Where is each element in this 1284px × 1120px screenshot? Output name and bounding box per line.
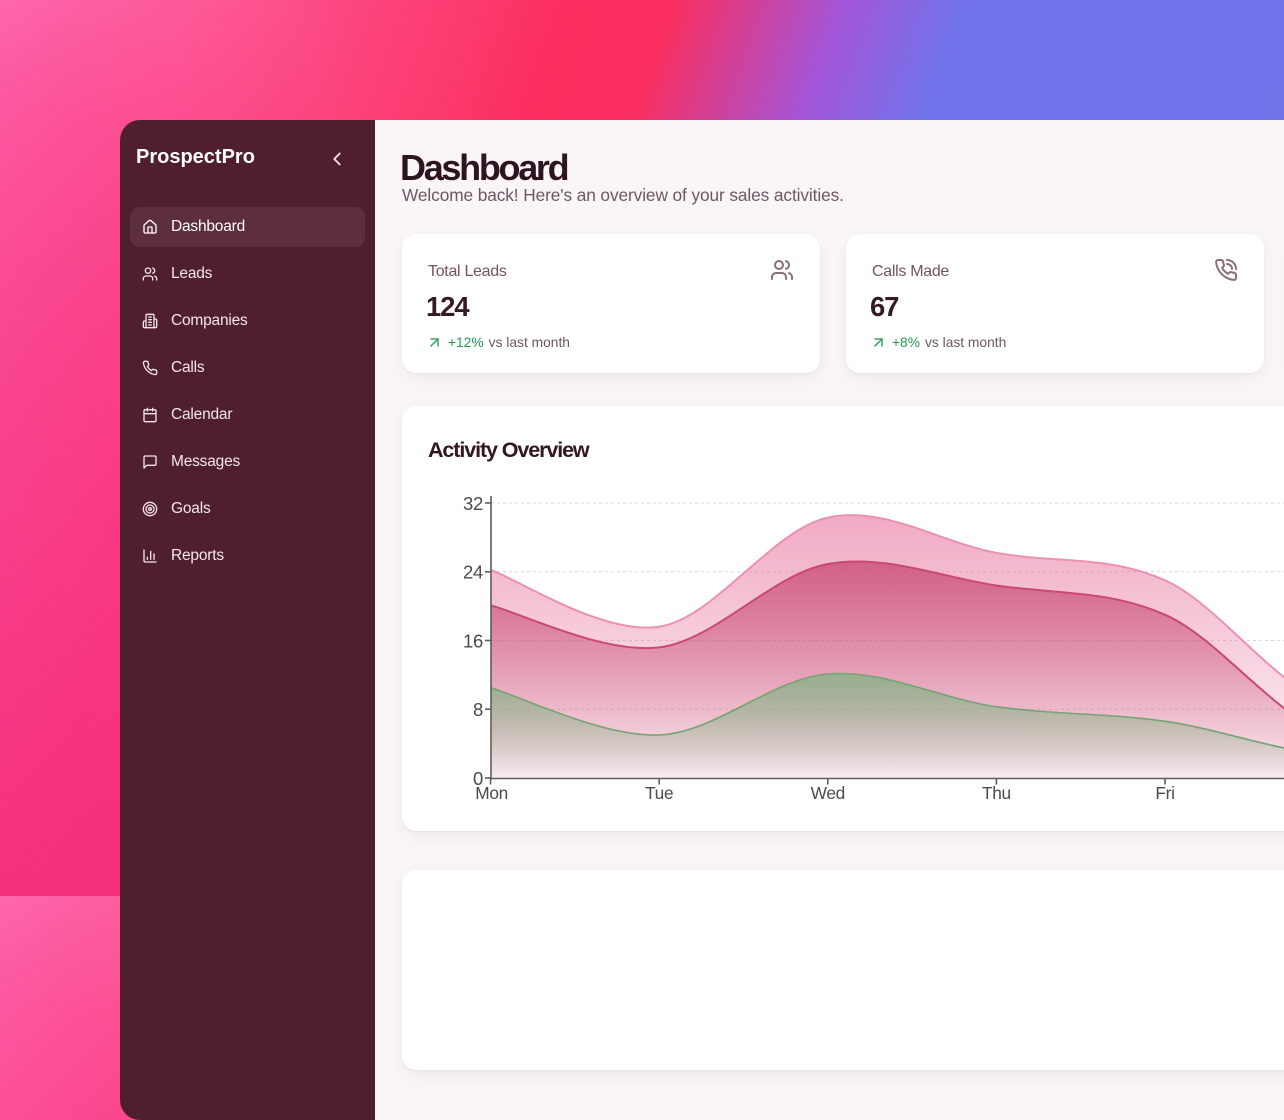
svg-text:0: 0 — [473, 768, 483, 789]
svg-text:Thu: Thu — [982, 783, 1011, 803]
svg-text:Fri: Fri — [1155, 783, 1174, 803]
svg-text:Mon: Mon — [475, 783, 508, 803]
svg-text:Wed: Wed — [811, 783, 845, 803]
svg-text:16: 16 — [463, 630, 483, 651]
svg-text:24: 24 — [463, 562, 483, 583]
svg-text:8: 8 — [473, 699, 483, 720]
svg-text:Tue: Tue — [645, 783, 673, 803]
svg-text:32: 32 — [463, 493, 483, 514]
